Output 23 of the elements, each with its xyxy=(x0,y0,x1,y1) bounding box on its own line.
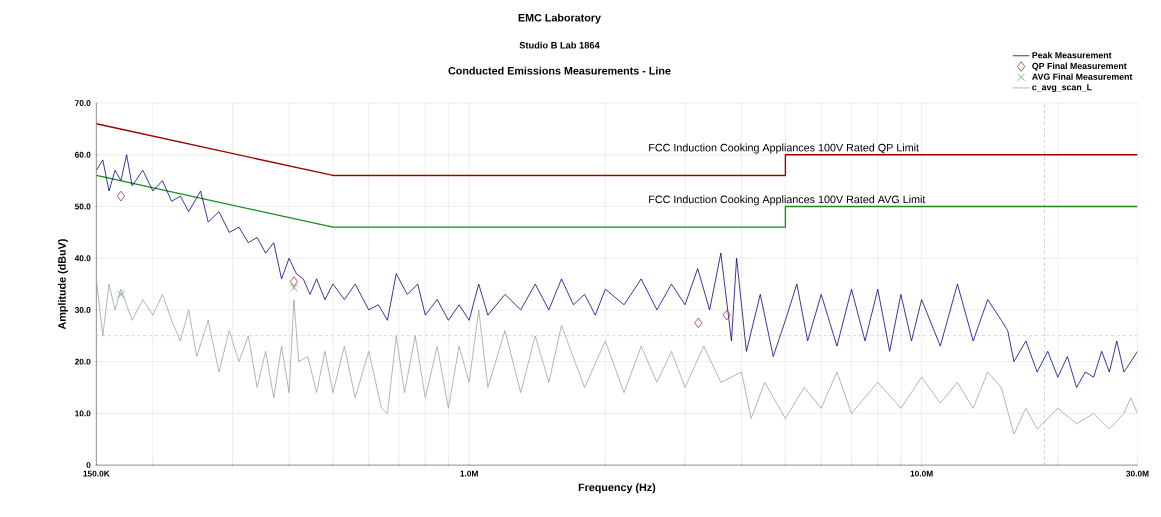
y-tick-label: 10.0 xyxy=(75,410,91,417)
x-tick-label: 30.0M xyxy=(1126,470,1149,477)
chart-title: EMC Laboratory xyxy=(518,13,601,24)
text: Conducted Emissions Measurements - Line xyxy=(448,66,671,75)
y-tick-label: 20.0 xyxy=(74,358,91,365)
x-axis-title: Frequency (Hz) xyxy=(578,483,656,494)
legend-label: c_avg_scan_L xyxy=(1032,84,1092,93)
y-tick-label: 70.0 xyxy=(75,100,91,106)
y-axis-title: Amplitude (dBuV) xyxy=(57,239,68,330)
legend-label: AVG Final Measurement xyxy=(1032,73,1133,80)
annotation: FCC Induction Cooking Appliances 100V Rated AVG Limit xyxy=(649,195,926,206)
y-tick-label: 30.0 xyxy=(74,306,91,313)
legend-label: Peak Measurement xyxy=(1032,51,1112,59)
x-tick-label: 1.0M xyxy=(460,470,478,477)
legend-label: QP Final Measurement xyxy=(1032,62,1127,71)
annotation: FCC Induction Cooking Appliances 100V Rated QP Limit xyxy=(649,143,919,154)
y-tick-label: 40.0 xyxy=(74,255,91,262)
y-tick-label: 0 xyxy=(86,462,91,468)
chart-subtitle: Studio B Lab 1864 xyxy=(519,41,600,49)
x-tick-label: 10.0M xyxy=(910,470,933,477)
y-tick-label: 60.0 xyxy=(74,151,91,158)
y-tick-label: 50.0 xyxy=(74,203,91,210)
x-tick-label: 150.0K xyxy=(83,470,110,477)
